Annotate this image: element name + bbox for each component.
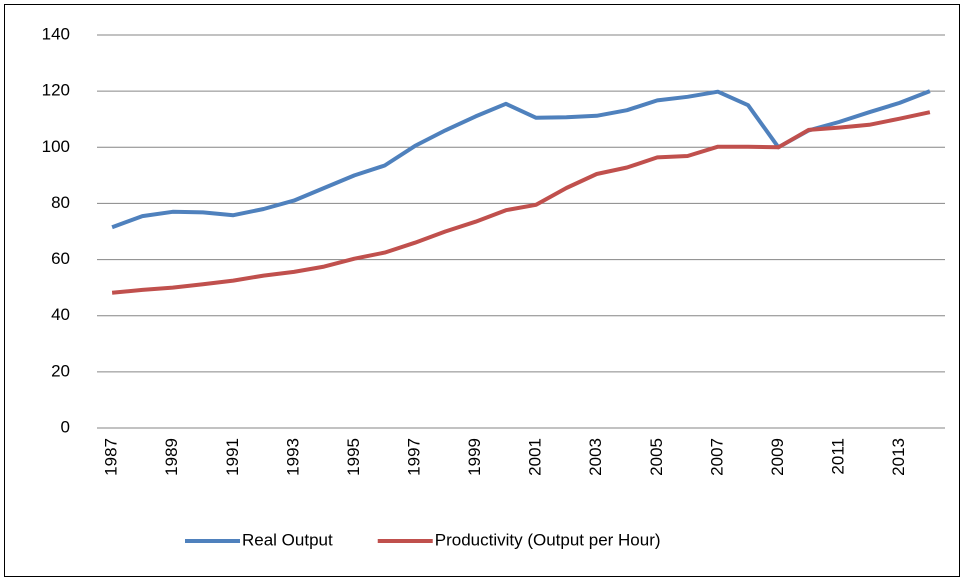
x-tick-label: 1993 xyxy=(283,438,302,476)
y-tick-label: 100 xyxy=(42,137,70,156)
y-tick-label: 60 xyxy=(51,249,70,268)
x-tick-label: 2013 xyxy=(889,438,908,476)
x-tick-label: 2005 xyxy=(647,438,666,476)
series-line xyxy=(111,110,931,295)
x-tick-label: 1989 xyxy=(162,438,181,476)
x-tick-label: 2003 xyxy=(586,438,605,476)
x-tick-label: 2011 xyxy=(828,438,847,475)
y-tick-label: 80 xyxy=(51,193,70,212)
y-tick-label: 0 xyxy=(61,417,70,436)
y-tick-label: 20 xyxy=(51,361,70,380)
x-tick-label: 1995 xyxy=(344,438,363,476)
x-tick-label: 2007 xyxy=(707,438,726,476)
x-tick-label: 1991 xyxy=(223,438,242,476)
x-tick-label: 2001 xyxy=(526,438,545,476)
y-tick-label: 120 xyxy=(42,81,70,100)
x-tick-label: 2009 xyxy=(768,438,787,476)
x-tick-label: 1999 xyxy=(465,438,484,476)
legend-label: Real Output xyxy=(242,530,333,549)
chart-frame xyxy=(4,4,960,577)
x-tick-label: 1997 xyxy=(404,438,423,476)
y-tick-label: 40 xyxy=(51,305,70,324)
x-tick-label: 1987 xyxy=(102,438,121,476)
y-tick-label: 140 xyxy=(42,24,70,43)
legend-label: Productivity (Output per Hour) xyxy=(435,530,661,549)
